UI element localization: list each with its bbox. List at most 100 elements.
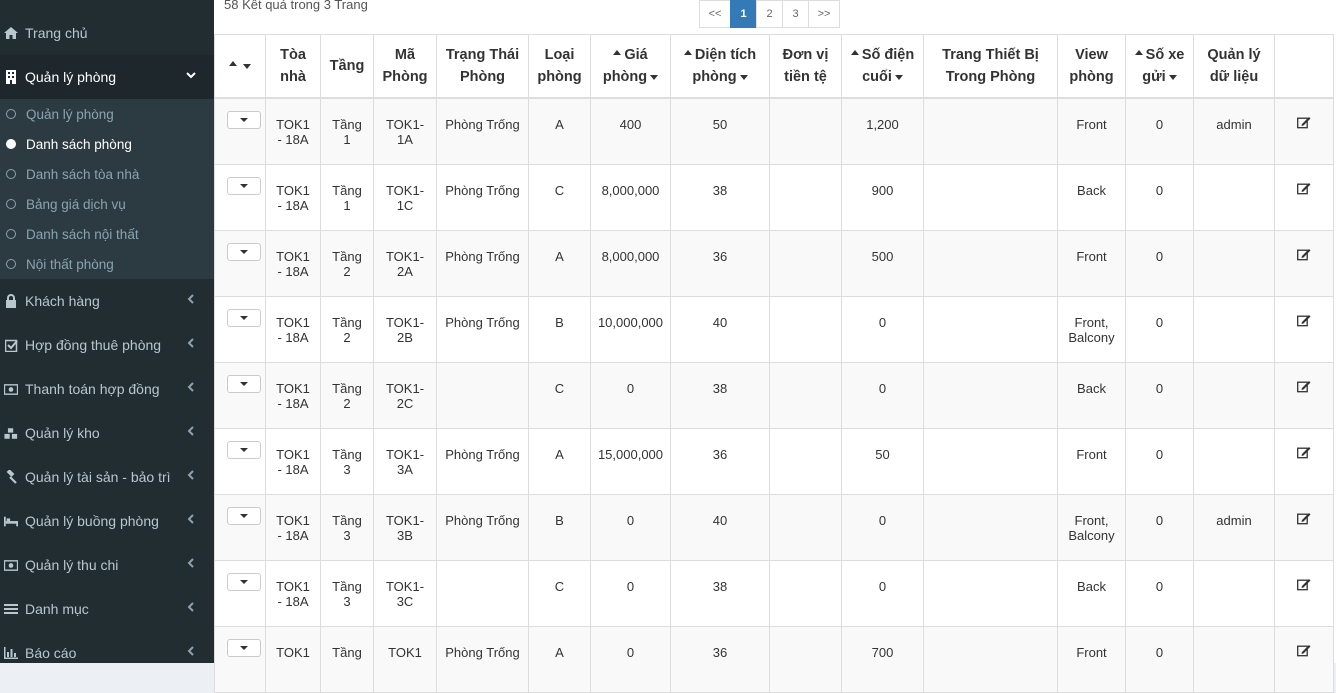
header-floor: Tầng [320,34,374,99]
building-icon [4,70,18,84]
sidebar-item-assets-maintenance[interactable]: Quản lý tài sản - bảo trì [0,455,214,499]
sidebar-item-contract-payments[interactable]: Thanh toán hợp đồng [0,367,214,411]
cell-data-manager [1193,229,1275,297]
cell-last-meter: 0 [841,493,924,561]
submenu-item-room-furniture[interactable]: Nội thất phòng [0,249,214,279]
cell-floor: Tầng 1 [320,163,374,231]
edit-icon[interactable] [1297,116,1311,132]
sort-header[interactable] [214,34,266,99]
header-room-price[interactable]: Giá phòng [590,34,671,99]
cell-room-type: C [528,559,591,627]
edit-icon[interactable] [1297,380,1311,396]
row-dropdown-cell [214,229,266,297]
sidebar-item-income-expense[interactable]: Quản lý thu chi [0,543,214,587]
bed-icon [4,516,18,527]
edit-icon[interactable] [1297,578,1311,594]
cell-building: TOK1- 18A [265,427,321,495]
cell-room-view: Front, Balcony [1057,295,1126,363]
cell-currency [769,427,842,495]
cell-floor: Tầng 3 [320,493,374,561]
edit-icon[interactable] [1297,446,1311,462]
money-icon [4,383,18,395]
submenu-item-building-list[interactable]: Danh sách tòa nhà [0,159,214,189]
page-1-button[interactable]: 1 [730,0,757,28]
cell-room-area: 40 [670,493,770,561]
cell-equipment [923,559,1058,627]
cell-room-area: 36 [670,427,770,495]
header-data-manager: Quản lý dữ liệu [1193,34,1275,99]
page-2-button[interactable]: 2 [756,0,783,28]
row-action-dropdown[interactable] [226,308,261,327]
cell-floor: Tầng 2 [320,361,374,429]
cell-building: TOK1- 18A [265,295,321,363]
submenu-item-service-prices[interactable]: Bảng giá dịch vụ [0,189,214,219]
submenu-item-furniture-list[interactable]: Danh sách nội thất [0,219,214,249]
header-parking[interactable]: Số xe gửi [1125,34,1194,99]
cell-actions [1274,97,1334,165]
cell-actions [1274,295,1334,363]
cell-building: TOK1- 18A [265,559,321,627]
cell-equipment [923,163,1058,231]
row-action-dropdown[interactable] [226,176,261,195]
submenu-item-room-management[interactable]: Quản lý phòng [0,99,214,129]
page-first-button[interactable]: << [699,0,731,28]
cell-room-type: B [528,493,591,561]
row-action-dropdown[interactable] [226,638,261,657]
cell-room-type: A [528,97,591,165]
sidebar-item-label: Thanh toán hợp đồng [25,381,160,397]
sidebar-item-contracts[interactable]: Hợp đồng thuê phòng [0,323,214,367]
sidebar-item-reports[interactable]: Báo cáo [0,631,214,663]
sidebar-item-home[interactable]: Trang chủ [0,11,214,55]
header-room-code: Mã Phòng [373,34,437,99]
row-dropdown-cell [214,493,266,561]
cell-room-area: 38 [670,559,770,627]
sidebar-item-customers[interactable]: Khách hàng [0,279,214,323]
cell-building: TOK1 [265,625,321,693]
cell-equipment [923,295,1058,363]
cell-room-type: A [528,229,591,297]
page-last-button[interactable]: >> [808,0,840,28]
submenu-item-room-list[interactable]: Danh sách phòng [0,129,214,159]
cell-floor: Tầng 3 [320,559,374,627]
header-room-area[interactable]: Diện tích phòng [670,34,770,99]
cell-currency [769,493,842,561]
cell-last-meter: 1,200 [841,97,924,165]
row-action-dropdown[interactable] [226,242,261,261]
cell-room-status: Phòng Trống [436,163,529,231]
sidebar-item-room-management[interactable]: Quản lý phòng [0,55,214,99]
cell-equipment [923,361,1058,429]
chevron-left-icon [186,381,196,395]
cell-room-view: Back [1057,163,1126,231]
row-action-dropdown[interactable] [226,572,261,591]
row-action-dropdown[interactable] [226,506,261,525]
cell-room-price: 0 [590,361,671,429]
edit-icon[interactable] [1297,182,1311,198]
edit-icon[interactable] [1297,248,1311,264]
cell-data-manager [1193,295,1275,363]
chevron-left-icon [186,337,196,351]
cell-actions [1274,163,1334,231]
cell-room-area: 38 [670,163,770,231]
sidebar-item-categories[interactable]: Danh mục [0,587,214,631]
cell-room-code: TOK1- 3A [373,427,437,495]
table-row: TOK1- 18A Tầng 2 TOK1- 2A Phòng Trống A 8,000,0… [214,229,1334,297]
submenu-label: Bảng giá dịch vụ [26,196,126,212]
header-last-meter[interactable]: Số điện cuối [841,34,924,99]
row-action-dropdown[interactable] [226,374,261,393]
row-action-dropdown[interactable] [226,440,261,459]
chevron-left-icon [186,513,196,527]
header-actions [1274,34,1334,99]
row-dropdown-cell [214,361,266,429]
edit-icon[interactable] [1297,314,1311,330]
edit-icon[interactable] [1297,644,1311,660]
edit-icon[interactable] [1297,512,1311,528]
circle-icon [6,229,16,239]
main-content: 58 Kết quả trong 3 Trang << 1 2 3 >> Tòa… [214,0,1336,693]
sidebar-item-warehouse[interactable]: Quản lý kho [0,411,214,455]
page-3-button[interactable]: 3 [782,0,809,28]
cell-parking: 0 [1125,229,1194,297]
row-action-dropdown[interactable] [226,111,261,129]
sidebar-item-label: Trang chủ [25,25,88,41]
sidebar-item-housekeeping[interactable]: Quản lý buồng phòng [0,499,214,543]
sidebar-item-label: Danh mục [25,601,89,617]
